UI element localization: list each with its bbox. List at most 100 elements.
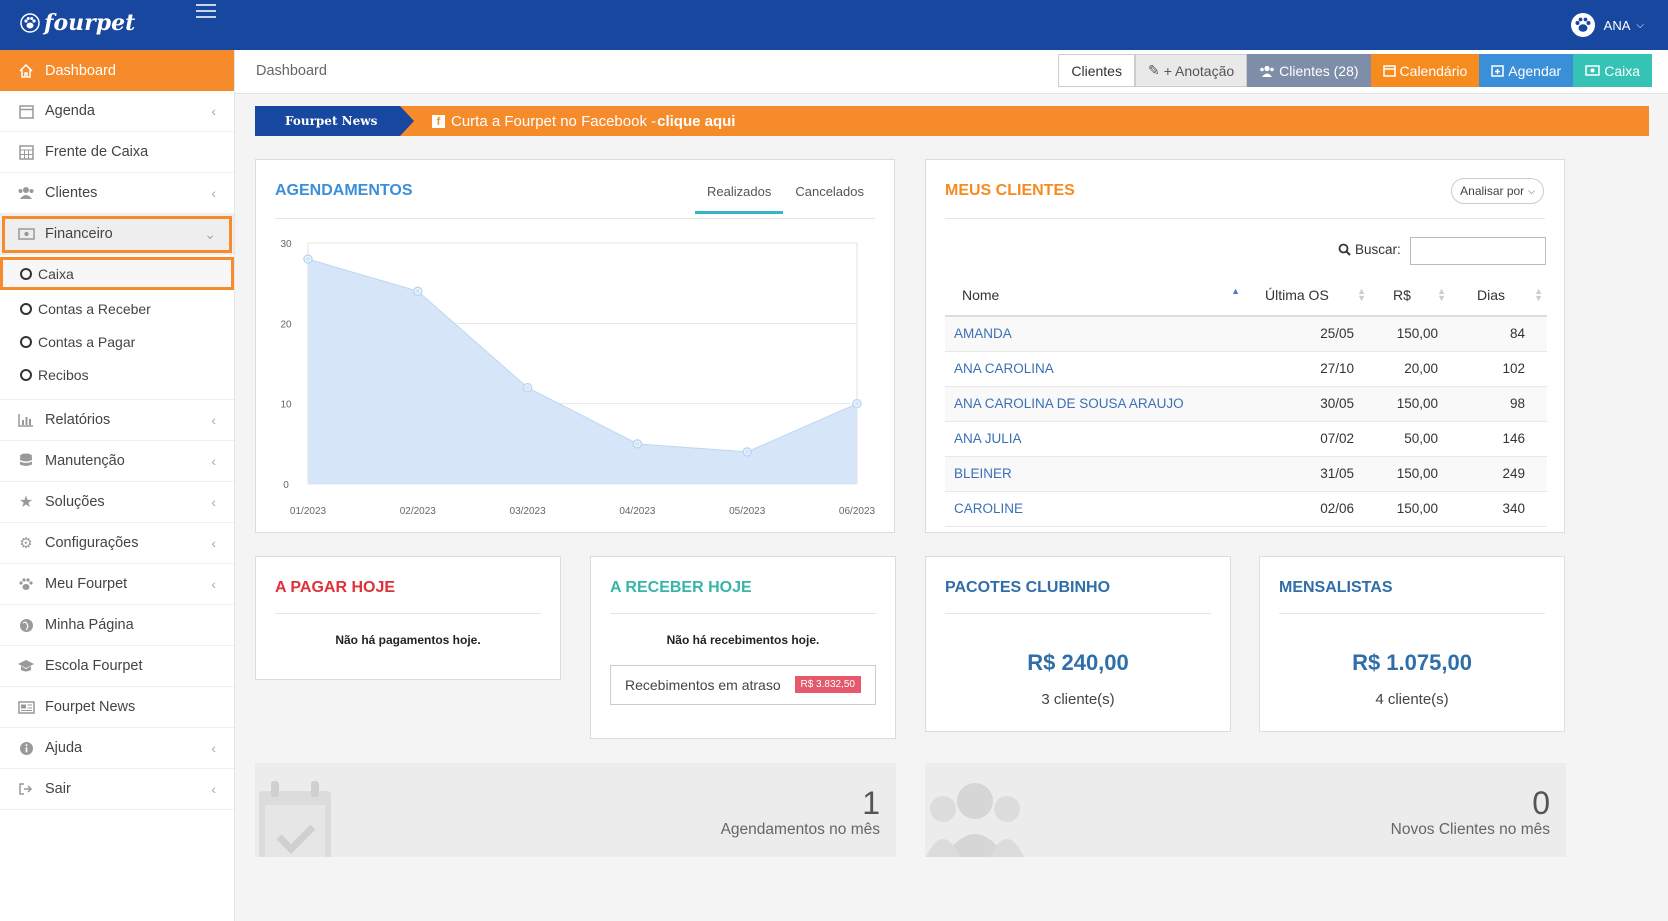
user-menu[interactable]: ANA ⌵	[1568, 12, 1644, 38]
clientes-button[interactable]: Clientes	[1058, 54, 1135, 87]
pacotes-value: R$ 240,00	[1027, 650, 1129, 675]
submenu-item-contas-a-pagar[interactable]: Contas a Pagar	[0, 325, 234, 358]
column-header-ultima-os[interactable]: Última OS ▲ ▼	[1244, 274, 1370, 317]
data-point-fill	[305, 256, 311, 262]
recebimentos-em-atraso[interactable]: Recebimentos em atraso R$ 3.832,50	[610, 665, 876, 705]
search-icon	[1338, 243, 1351, 256]
sidebar-item-clientes[interactable]: Clientes ‹	[0, 173, 234, 214]
bar-chart-icon	[17, 411, 35, 429]
novos-clientes-stat: 0 Novos Clientes no mês	[925, 763, 1566, 857]
ultima-os-cell: 25/05	[1244, 316, 1370, 352]
sidebar-item-agenda[interactable]: Agenda ‹	[0, 91, 234, 132]
sidebar-item-escola-fourpet[interactable]: Escola Fourpet	[0, 646, 234, 687]
table-row[interactable]: BLEINER 31/05 150,00 249	[945, 456, 1547, 492]
column-label: Dias	[1477, 286, 1506, 303]
sort-asc-icon: ▲	[1231, 286, 1240, 296]
button-label: Calendário	[1399, 62, 1468, 79]
tab-realizados[interactable]: Realizados	[695, 184, 784, 214]
sidebar-item-dashboard[interactable]: Dashboard	[0, 50, 234, 91]
divider	[610, 613, 876, 614]
client-name-link[interactable]: ANA CAROLINA DE SOUSA ARAUJO	[945, 386, 1244, 422]
button-label: Clientes (28)	[1279, 62, 1359, 79]
breadcrumb: Dashboard	[256, 63, 327, 79]
sidebar-item-label: Fourpet News	[45, 699, 136, 715]
sidebar-item-label: Configurações	[45, 535, 139, 551]
sidebar-item-label: Frente de Caixa	[45, 144, 149, 160]
chevron-left-icon: ‹	[211, 185, 216, 201]
divider	[275, 218, 875, 219]
column-header-rs[interactable]: R$ ▲ ▼	[1370, 274, 1450, 317]
anotacao-button[interactable]: ✎ + Anotação	[1134, 54, 1248, 87]
dropdown-label: Analisar por	[1460, 184, 1525, 198]
x-tick-label: 04/2023	[619, 506, 656, 517]
data-point-fill	[634, 441, 640, 447]
y-tick-label: 0	[283, 480, 289, 491]
circle-icon	[20, 368, 32, 381]
table-row[interactable]: ANA CAROLINA 27/10 20,00 102	[945, 351, 1547, 387]
data-point-fill	[854, 401, 860, 407]
news-link[interactable]: f Curta a Fourpet no Facebook - clique a…	[432, 113, 735, 130]
sidebar-item-configuracoes[interactable]: ⚙ Configurações ‹	[0, 523, 234, 564]
client-name-link[interactable]: BLEINER	[945, 456, 1244, 492]
table-row[interactable]: ANA CAROLINA DE SOUSA ARAUJO 30/05 150,00 9…	[945, 386, 1547, 422]
submenu-label: Contas a Receber	[38, 300, 151, 317]
sidebar-item-frente-de-caixa[interactable]: Frente de Caixa	[0, 132, 234, 173]
clientes-count-button[interactable]: Clientes (28)	[1247, 54, 1371, 87]
money-icon	[17, 225, 35, 243]
sidebar-item-label: Minha Página	[45, 617, 134, 633]
sidebar-item-relatorios[interactable]: Relatórios ‹	[0, 400, 234, 441]
novos-clientes-value: 0	[1532, 785, 1550, 821]
sidebar-item-fourpet-news[interactable]: Fourpet News	[0, 687, 234, 728]
tab-cancelados[interactable]: Cancelados	[795, 184, 864, 199]
analisar-por-dropdown[interactable]: Analisar por ⌵	[1451, 178, 1544, 204]
atraso-label: Recebimentos em atraso	[625, 677, 781, 693]
money-icon	[1585, 65, 1600, 76]
sidebar-item-solucoes[interactable]: ★ Soluções ‹	[0, 482, 234, 523]
dias-cell: 98	[1450, 386, 1547, 422]
empty-message: Não há pagamentos hoje.	[335, 633, 481, 647]
search-label: Buscar:	[1338, 242, 1401, 257]
table-row[interactable]: AMANDA 25/05 150,00 84	[945, 316, 1547, 352]
table-row[interactable]: CAROLINE 02/06 150,00 340	[945, 491, 1547, 527]
valor-cell: 20,00	[1370, 351, 1450, 387]
client-name-link[interactable]: CAROLINE	[945, 491, 1244, 527]
agendar-button[interactable]: Agendar	[1479, 54, 1574, 87]
column-label: R$	[1393, 286, 1411, 303]
sidebar-item-label: Soluções	[45, 494, 105, 510]
column-header-dias[interactable]: Dias ▲ ▼	[1450, 274, 1547, 317]
sort-icon: ▲ ▼	[1357, 286, 1366, 303]
column-header-nome[interactable]: Nome ▲	[945, 274, 1244, 317]
table-row[interactable]: ANA JULIA 07/02 50,00 146	[945, 421, 1547, 457]
client-name-link[interactable]: ANA CAROLINA	[945, 351, 1244, 387]
mensalistas-clients: 4 cliente(s)	[1375, 691, 1449, 708]
sidebar-item-meu-fourpet[interactable]: Meu Fourpet ‹	[0, 564, 234, 605]
sidebar-item-financeiro[interactable]: Financeiro ⌄	[0, 214, 234, 255]
panel-title: PACOTES CLUBINHO	[945, 579, 1111, 596]
menu-toggle-icon[interactable]	[196, 4, 216, 18]
search-input[interactable]	[1410, 237, 1546, 265]
news-link-text: clique aqui	[657, 112, 736, 130]
submenu-label: Recibos	[38, 366, 89, 383]
sidebar-item-sair[interactable]: Sair ‹	[0, 769, 234, 810]
submenu-item-caixa[interactable]: Caixa	[0, 257, 234, 290]
submenu-label: Contas a Pagar	[38, 333, 136, 350]
mensalistas-panel: MENSALISTAS R$ 1.075,00 4 cliente(s)	[1259, 556, 1565, 732]
caixa-button[interactable]: Caixa	[1573, 54, 1652, 87]
chevron-left-icon: ‹	[211, 103, 216, 119]
sidebar-item-label: Clientes	[45, 185, 98, 201]
logo[interactable]: fourpet	[20, 10, 135, 36]
paw-icon	[20, 13, 40, 33]
ultima-os-cell: 27/10	[1244, 351, 1370, 387]
sidebar-item-manutencao[interactable]: Manutenção ‹	[0, 441, 234, 482]
sidebar-item-ajuda[interactable]: Ajuda ‹	[0, 728, 234, 769]
calendario-button[interactable]: Calendário	[1370, 54, 1480, 87]
submenu-item-recibos[interactable]: Recibos	[0, 358, 234, 391]
sidebar-item-minha-pagina[interactable]: Minha Página	[0, 605, 234, 646]
a-receber-hoje-panel: A RECEBER HOJE Não há recebimentos hoje.…	[590, 556, 896, 739]
x-tick-label: 06/2023	[839, 506, 876, 517]
x-tick-label: 02/2023	[400, 506, 437, 517]
client-name-link[interactable]: ANA JULIA	[945, 421, 1244, 457]
client-name-link[interactable]: AMANDA	[945, 316, 1244, 352]
cogs-icon: ⚙	[19, 535, 33, 552]
submenu-item-contas-a-receber[interactable]: Contas a Receber	[0, 292, 234, 325]
